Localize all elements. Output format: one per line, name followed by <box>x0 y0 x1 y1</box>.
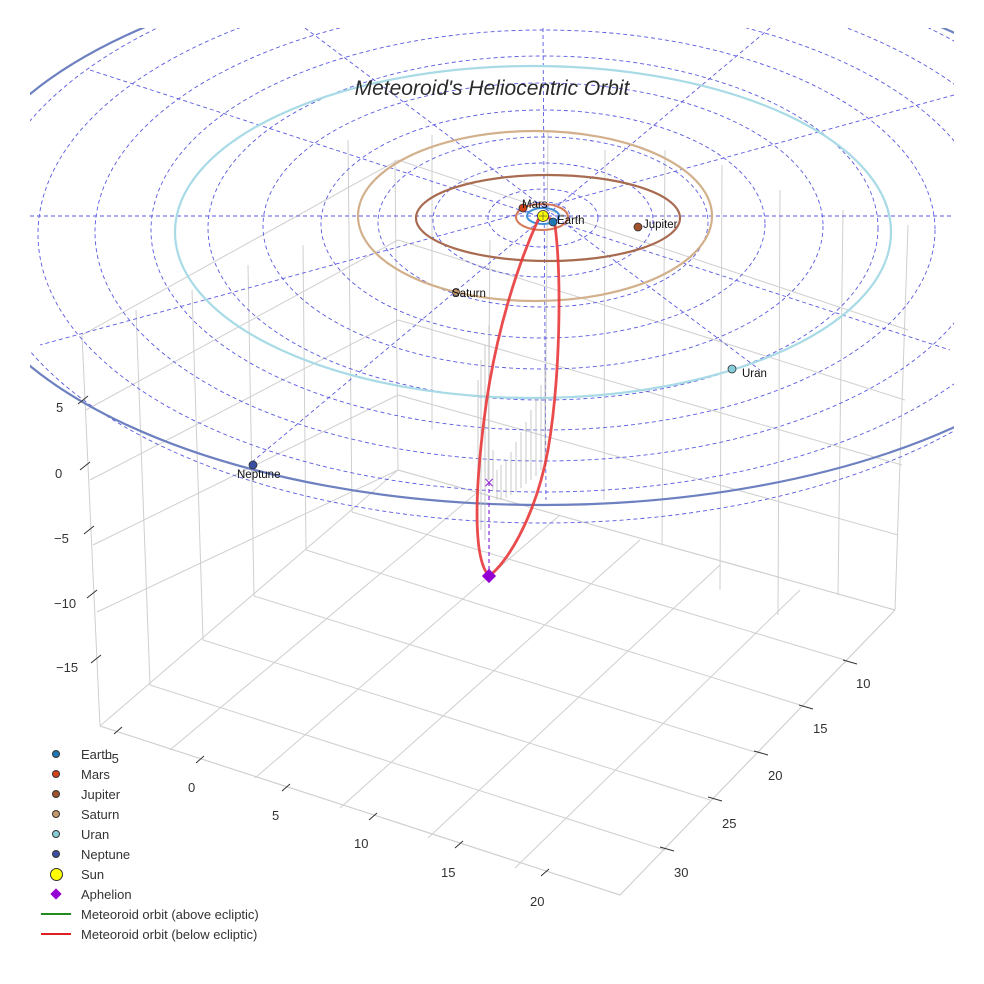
x-axis: −5 0 5 10 15 20 <box>99 725 621 909</box>
box-grid <box>81 129 909 896</box>
saturn-dot-icon <box>52 810 60 818</box>
neptune-marker <box>248 460 258 470</box>
earth-dot-icon <box>52 750 60 758</box>
x-tick-neg5: −5 <box>104 751 119 766</box>
ecliptic-grid <box>30 28 954 524</box>
y-tick-15: 15 <box>813 721 827 736</box>
uran-dot-icon <box>52 830 60 838</box>
legend-item-jupiter[interactable]: Jupiter <box>36 784 259 804</box>
jupiter-marker <box>633 222 643 232</box>
z-tick-neg5: −5 <box>54 531 69 546</box>
chart-title: Meteoroid's Heliocentric Orbit <box>355 77 631 100</box>
legend-item-earth[interactable]: Earth <box>36 744 259 764</box>
uran-label: Uran <box>742 368 767 380</box>
neptune-orbit <box>30 28 954 507</box>
legend: Earth Mars Jupiter Saturn Uran Neptune S… <box>36 744 259 944</box>
diamond-icon <box>50 888 62 900</box>
green-line-icon <box>41 913 71 915</box>
mars-orbit <box>515 203 569 231</box>
legend-item-mars[interactable]: Mars <box>36 764 259 784</box>
aphelion-projection-icon: × <box>483 475 495 491</box>
aphelion-projection: × <box>481 475 497 584</box>
planet-orbits <box>30 28 954 507</box>
y-tick-30: 30 <box>674 865 688 880</box>
earth-orbit <box>526 207 560 225</box>
legend-item-neptune[interactable]: Neptune <box>36 844 259 864</box>
mars-dot-icon <box>52 770 60 778</box>
neptune-dot-icon <box>52 850 60 858</box>
x-tick-0: 0 <box>188 780 195 795</box>
z-tick-5: 5 <box>56 400 63 415</box>
legend-item-uran[interactable]: Uran <box>36 824 259 844</box>
neptune-label: Neptune <box>237 469 280 481</box>
y-tick-20: 20 <box>768 768 782 783</box>
sun-icon <box>49 867 63 881</box>
meteoroid-orbit-below <box>475 215 561 578</box>
earth-marker <box>548 217 558 227</box>
x-tick-20: 20 <box>530 894 544 909</box>
bodies <box>248 203 737 470</box>
legend-item-aphelion[interactable]: Aphelion <box>36 884 259 904</box>
jupiter-orbit <box>414 173 682 263</box>
x-tick-5: 5 <box>272 808 279 823</box>
z-axis: 5 0 −5 −10 −15 <box>54 395 102 675</box>
saturn-orbit <box>356 129 714 303</box>
legend-item-sun[interactable]: Sun <box>36 864 259 884</box>
z-tick-neg10: −10 <box>54 596 76 611</box>
y-tick-10: 10 <box>856 676 870 691</box>
saturn-label: Saturn <box>452 288 486 300</box>
legend-item-orbit-above[interactable]: Meteoroid orbit (above ecliptic) <box>36 904 259 924</box>
legend-item-saturn[interactable]: Saturn <box>36 804 259 824</box>
earth-label: Earth <box>557 215 585 227</box>
mars-label: Mars <box>522 199 548 211</box>
y-axis: 10 15 20 25 30 <box>619 609 896 896</box>
legend-item-orbit-below[interactable]: Meteoroid orbit (below ecliptic) <box>36 924 259 944</box>
y-tick-25: 25 <box>722 816 736 831</box>
uran-orbit <box>173 64 893 400</box>
z-tick-neg15: −15 <box>56 660 78 675</box>
x-tick-15: 15 <box>441 865 455 880</box>
jupiter-dot-icon <box>52 790 60 798</box>
saturn-marker <box>452 288 460 296</box>
jupiter-label: Jupiter <box>643 219 678 231</box>
red-line-icon <box>41 933 71 935</box>
planet-labels: Mars Earth Jupiter Saturn Uran Neptune <box>237 199 767 481</box>
z-tick-0: 0 <box>55 466 62 481</box>
x-tick-10: 10 <box>354 836 368 851</box>
aphelion-marker <box>481 568 497 584</box>
uran-marker <box>727 364 737 374</box>
mars-marker <box>518 203 528 213</box>
